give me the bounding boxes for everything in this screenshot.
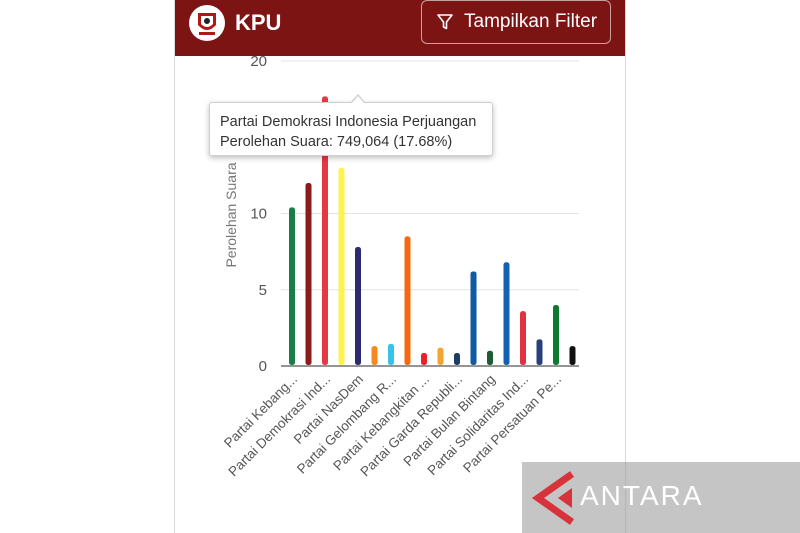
chart-bar	[536, 339, 543, 365]
y-axis-label: Perolehan Suara	[223, 162, 239, 267]
chart-bar	[470, 271, 477, 365]
tooltip-arrow-inner	[351, 96, 365, 104]
chart-bar	[355, 247, 361, 365]
filter-icon	[437, 14, 453, 30]
chart-tooltip: Partai Demokrasi Indonesia Perjuangan Pe…	[209, 94, 493, 156]
chart-bar	[322, 96, 328, 365]
y-tick-label: 5	[259, 282, 267, 299]
show-filter-label: Tampilkan Filter	[464, 11, 598, 32]
watermark-text: ANTARA	[580, 480, 704, 511]
chart-bar	[421, 353, 427, 365]
show-filter-button[interactable]: Tampilkan Filter	[421, 0, 611, 44]
tooltip-vote-count: Perolehan Suara: 749,064 (17.68%)	[220, 134, 453, 150]
chart-bar	[487, 350, 493, 365]
app-title: KPU	[235, 10, 282, 35]
y-tick-label: 20	[250, 53, 267, 70]
chart-bar	[371, 346, 378, 365]
vote-chart: 0 5 10 20 Perolehan Suara Partai Kebang... Par…	[175, 0, 625, 533]
chart-bar	[520, 311, 526, 365]
chart-bar	[569, 346, 576, 365]
y-tick-label: 0	[259, 358, 267, 375]
kpu-logo-icon[interactable]	[189, 5, 225, 41]
antara-logo-icon	[531, 471, 575, 525]
chart-bar	[388, 343, 394, 365]
chart-bar	[305, 183, 312, 365]
chart-bar	[404, 236, 411, 365]
phone-screen: 0 5 10 20 Perolehan Suara Partai Kebang... Par…	[174, 0, 626, 533]
app-header: KPU Tampilkan Filter	[175, 0, 625, 56]
y-tick-label: 10	[250, 206, 267, 223]
chart-bar	[454, 353, 460, 365]
chart-bar	[437, 347, 444, 365]
chart-bar	[338, 167, 345, 365]
antara-watermark: ANTARA	[522, 462, 800, 533]
chart-bar	[503, 262, 510, 365]
tooltip-party-name: Partai Demokrasi Indonesia Perjuangan	[220, 114, 477, 130]
chart-bar	[289, 207, 295, 365]
chart-bar	[553, 305, 559, 365]
